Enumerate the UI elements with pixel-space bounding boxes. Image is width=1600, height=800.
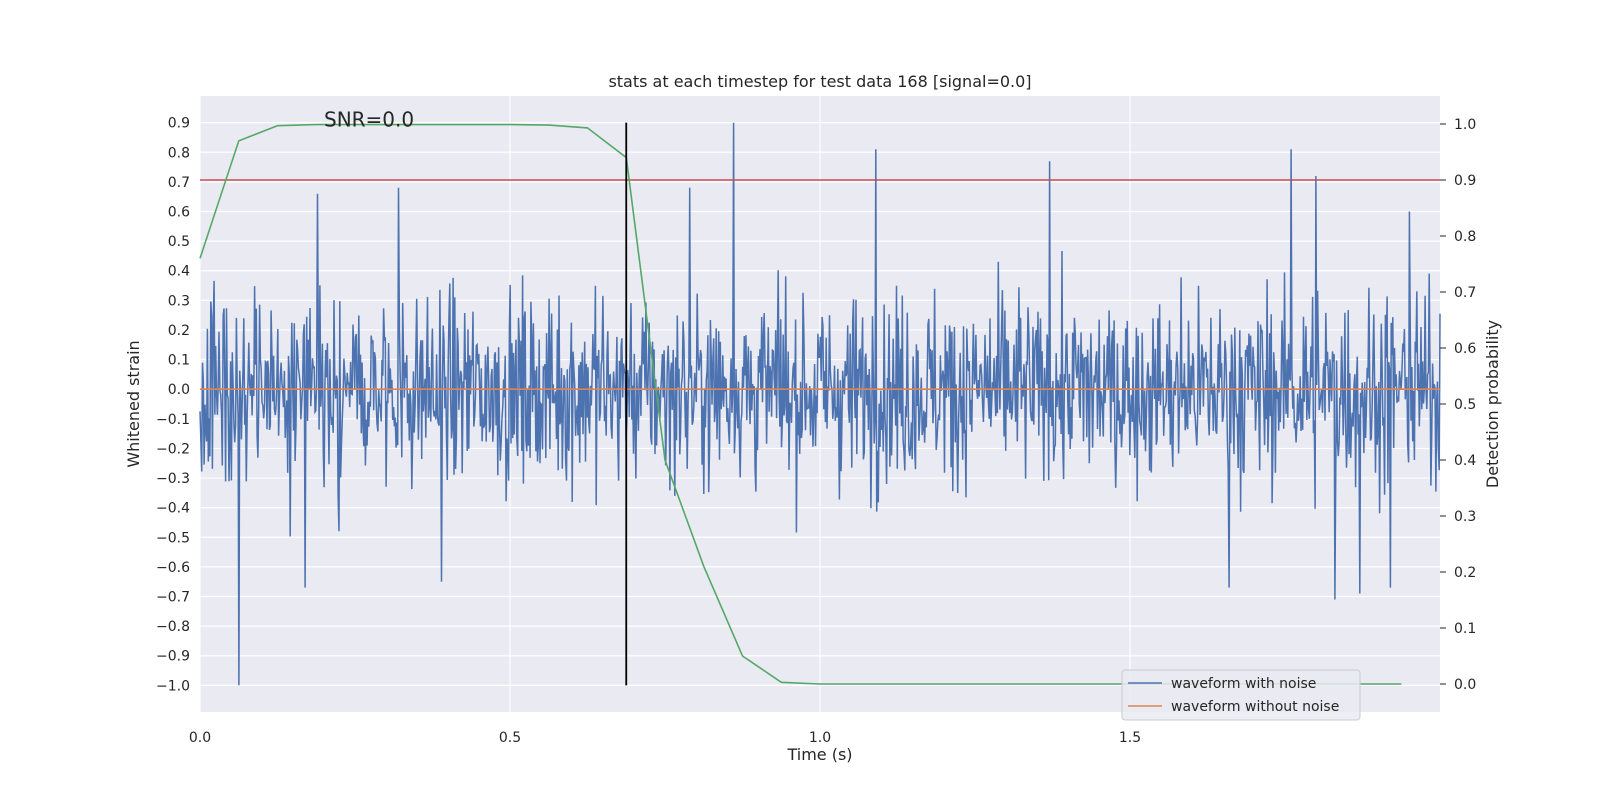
y-tick-label: −0.3 bbox=[156, 471, 190, 487]
y2-axis-label: Detection probability bbox=[1483, 320, 1502, 488]
y-tick-label: 0.0 bbox=[168, 382, 190, 398]
y2-tick-label: 0.8 bbox=[1454, 229, 1476, 245]
y-tick-label: 0.3 bbox=[168, 293, 190, 309]
legend: waveform with noise waveform without noi… bbox=[1121, 669, 1361, 721]
y-tick-label: −0.6 bbox=[156, 560, 190, 576]
y-tick-label: −1.0 bbox=[156, 678, 190, 694]
y2-tick-label: 0.0 bbox=[1454, 677, 1476, 693]
y2-tick-label: 0.5 bbox=[1454, 397, 1476, 413]
legend-label-noise: waveform with noise bbox=[1171, 676, 1316, 692]
x-axis: 0.0 0.5 1.0 1.5 bbox=[189, 730, 1141, 746]
y-tick-label: 0.2 bbox=[168, 323, 190, 339]
y-tick-label: 0.6 bbox=[168, 205, 190, 221]
y2-tick-label: 0.7 bbox=[1454, 285, 1476, 301]
legend-label-clean: waveform without noise bbox=[1171, 699, 1339, 715]
y-tick-label: 0.9 bbox=[168, 116, 190, 132]
y-tick-label: −0.5 bbox=[156, 530, 190, 546]
y2-tick-label: 0.2 bbox=[1454, 565, 1476, 581]
y2-tick-label: 0.6 bbox=[1454, 341, 1476, 357]
y-tick-label: 0.4 bbox=[168, 264, 190, 280]
y2-tick-label: 0.3 bbox=[1454, 509, 1476, 525]
y-tick-label: 0.5 bbox=[168, 234, 190, 250]
y-tick-label: −0.9 bbox=[156, 649, 190, 665]
y2-tick-label: 0.1 bbox=[1454, 621, 1476, 637]
x-tick-label: 1.0 bbox=[809, 730, 831, 746]
y-axis-label: Whitened strain bbox=[124, 340, 143, 467]
y2-tick-label: 0.4 bbox=[1454, 453, 1476, 469]
series-waveform-with-noise bbox=[199, 122, 1441, 686]
y2-tick-label: 1.0 bbox=[1454, 117, 1476, 133]
chart-title: stats at each timestep for test data 168… bbox=[608, 72, 1031, 91]
y-tick-label: −0.1 bbox=[156, 412, 190, 428]
x-axis-label: Time (s) bbox=[786, 745, 852, 764]
legend-box bbox=[1121, 669, 1361, 721]
y-tick-label: 0.7 bbox=[168, 175, 190, 191]
plot-lines bbox=[199, 122, 1441, 686]
y-tick-label: −0.8 bbox=[156, 619, 190, 635]
y-tick-label: −0.4 bbox=[156, 501, 190, 517]
y-tick-label: 0.1 bbox=[168, 353, 190, 369]
snr-annotation: SNR=0.0 bbox=[324, 108, 414, 132]
y-axis-left: −1.0 −0.9 −0.8 −0.7 −0.6 −0.5 −0.4 −0.3 −0.2 −0.1… bbox=[156, 116, 190, 695]
y2-tick-label: 0.9 bbox=[1454, 173, 1476, 189]
y-axis-right: 0.0 0.1 0.2 0.3 0.4 0.5 0.6 0.7 0.8 0.9 1.0 bbox=[1440, 117, 1476, 693]
x-tick-label: 0.5 bbox=[499, 730, 521, 746]
x-tick-label: 0.0 bbox=[189, 730, 211, 746]
y-tick-label: −0.7 bbox=[156, 590, 190, 606]
y-tick-label: −0.2 bbox=[156, 441, 190, 457]
y-grid bbox=[200, 122, 1440, 686]
y-tick-label: 0.8 bbox=[168, 145, 190, 161]
x-tick-label: 1.5 bbox=[1119, 730, 1141, 746]
